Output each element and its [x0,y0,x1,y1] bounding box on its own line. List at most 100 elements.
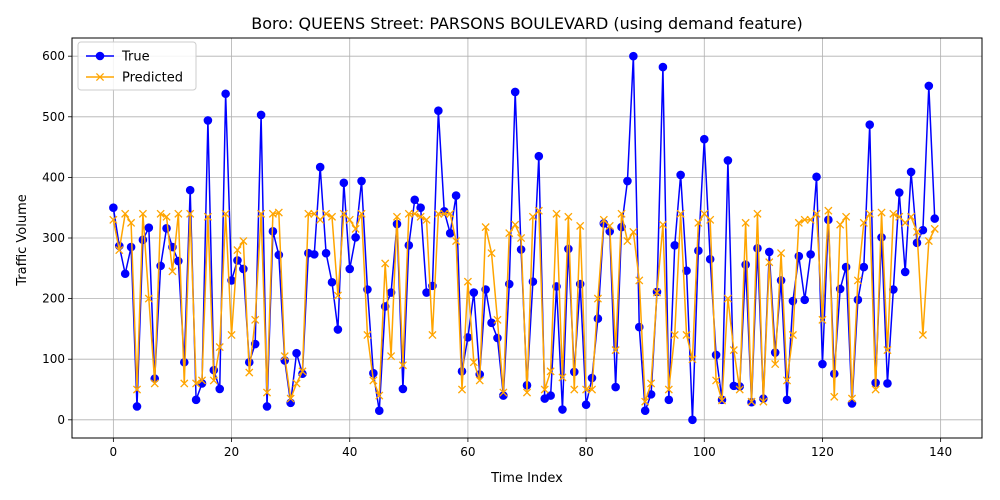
data-point-true [859,262,869,272]
data-point-predicted [227,330,236,340]
data-point-true [215,384,225,394]
data-point-predicted [121,209,130,218]
data-point-true [794,251,804,261]
data-point-predicted [127,218,136,227]
data-point-predicted [369,376,378,385]
data-point-true [558,405,567,414]
data-point-predicted [144,294,153,303]
data-point-predicted [286,394,295,403]
data-point-predicted [221,209,230,218]
data-point-predicted [168,267,177,276]
data-point-true [434,106,443,116]
data-point-true [174,256,183,266]
data-point-true [162,224,171,233]
data-point-true [339,178,349,188]
data-point-true [404,240,414,250]
data-point-true [894,188,904,197]
data-point-predicted [174,209,183,218]
data-point-predicted [771,360,780,369]
data-point-predicted [381,259,390,268]
data-point-predicted [404,209,413,218]
y-tick-label: 0 [57,413,65,427]
data-point-predicted [759,397,768,406]
data-point-true [469,288,479,297]
data-point-predicted [180,379,189,388]
data-point-predicted [132,385,142,394]
series-line-predicted [112,209,936,403]
legend-marker-true [95,51,105,61]
data-point-predicted [203,212,212,221]
data-point-true [203,116,213,125]
data-point-true [611,382,620,392]
y-tick-label: 600 [42,49,65,63]
x-tick-label: 60 [460,445,475,459]
data-point-true [847,399,857,408]
data-point-true [445,228,455,238]
data-point-true [900,267,910,277]
data-point-true [593,314,603,323]
data-point-true [812,172,821,182]
data-point-true [493,333,502,343]
data-point-predicted [847,394,857,403]
data-point-predicted [717,396,727,405]
data-point-predicted [676,209,685,218]
data-point-predicted [723,294,732,303]
series-predicted [109,206,939,406]
data-point-true [374,406,384,416]
data-point-predicted [924,236,933,246]
data-point-true [262,402,272,411]
axes: 0 20 40 60 80 100 120 140 0 100 200 300 400 500 600 [42,49,952,459]
data-point-true [120,269,130,279]
data-point-true [670,240,680,250]
data-point-predicted [694,218,703,227]
data-point-predicted [162,212,171,221]
data-point-true [800,295,810,305]
x-tick-label: 40 [342,445,357,459]
data-point-predicted [322,209,331,218]
data-point-predicted [257,209,266,218]
grid [72,38,982,438]
data-point-predicted [912,227,922,236]
data-point-predicted [794,218,803,227]
data-point-true [694,246,703,256]
legend-marker-predicted [95,72,105,82]
data-point-predicted [688,355,697,364]
data-point-predicted [652,288,662,297]
data-point-predicted [824,206,833,215]
y-tick-label: 100 [42,352,65,366]
y-tick-label: 200 [42,292,65,306]
data-point-true [658,62,668,72]
data-point-predicted [115,246,124,255]
data-point-predicted [398,361,407,370]
data-point-true [422,288,431,297]
data-point-predicted [593,294,602,303]
data-point-predicted [156,209,165,218]
data-point-true [191,395,201,405]
data-point-predicted [877,208,886,217]
data-point-true [853,295,863,305]
data-point-true [274,250,284,260]
y-axis-label: Traffic Volume [15,194,30,287]
data-point-predicted [481,223,490,232]
data-point-true [398,384,408,394]
data-point-predicted [889,209,898,218]
data-point-true [156,261,165,271]
data-point-predicted [251,315,260,324]
data-point-true [321,248,331,258]
data-point-predicted [499,388,508,397]
data-point-predicted [635,276,644,285]
data-point-predicted [546,367,555,376]
data-point-true [510,87,520,97]
data-point-predicted [564,212,573,221]
data-point-true [221,89,230,99]
data-point-true [711,350,721,360]
data-point-predicted [280,352,289,361]
data-point-predicted [576,221,585,230]
data-point-predicted [304,209,313,218]
data-point-true [623,176,632,186]
data-point-predicted [918,330,927,340]
data-point-predicted [853,276,862,285]
data-point-predicted [345,215,354,224]
data-point-predicted [706,215,715,224]
x-tick-label: 100 [693,445,716,459]
